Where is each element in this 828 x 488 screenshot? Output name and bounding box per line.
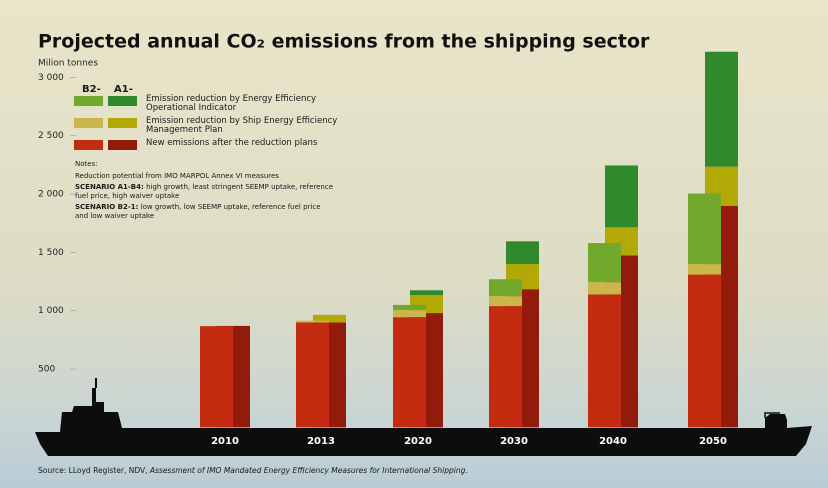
source: Source: LLoyd Register, NDV, Assessment …: [38, 466, 468, 475]
legend-row: Emission reduction by Energy Efficiency …: [74, 94, 374, 118]
bar-segment: [605, 165, 638, 228]
scenario-label: SCENARIO A1-B4:: [75, 183, 144, 191]
x-tick-label: 2050: [699, 436, 727, 447]
legend-swatch: [108, 140, 137, 150]
y-axis-label: Milion tonnes: [38, 59, 98, 69]
y-tick-label: 2 000: [38, 190, 64, 200]
y-tick-label: 1 000: [38, 306, 64, 316]
bar-segment: [688, 274, 721, 428]
legend-swatch: [74, 118, 103, 128]
bar-segment: [688, 264, 721, 275]
bar-segment: [393, 310, 426, 318]
y-tick-label: 3 000: [38, 73, 64, 83]
x-tick-label: 2040: [599, 436, 627, 447]
bar-segment: [410, 290, 443, 295]
bar-segment: [588, 282, 621, 295]
legend-label: New emissions after the reduction plans: [146, 138, 318, 148]
bar-segment: [588, 243, 621, 283]
x-tick-label: 2020: [404, 436, 432, 447]
scenario-text: high growth, least stringent SEEMP uptak…: [75, 183, 333, 200]
legend-swatch: [108, 118, 137, 128]
scenario-text: low growth, low SEEMP uptake, reference …: [75, 203, 321, 220]
legend-swatch: [74, 96, 103, 106]
bar-segment: [705, 51, 738, 167]
bar-segment: [489, 306, 522, 428]
bar-segment: [296, 320, 329, 323]
x-tick-label: 2030: [500, 436, 528, 447]
scenario-note: SCENARIO B2-1: low growth, low SEEMP upt…: [75, 203, 335, 220]
legend-row: New emissions after the reduction plans: [74, 138, 374, 162]
bar-segment: [393, 317, 426, 428]
bar-segment: [393, 304, 426, 311]
bar-segment: [506, 241, 539, 265]
chart-title: Projected annual CO₂ emissions from the …: [38, 31, 650, 53]
y-tick-label: 2 500: [38, 131, 64, 141]
legend-swatch: [108, 96, 137, 106]
scenario-label: SCENARIO B2-1:: [75, 203, 139, 211]
bar-segment: [296, 322, 329, 428]
y-tick-label: 1 500: [38, 248, 64, 258]
notes-heading: Notes:: [75, 160, 98, 168]
ship-crane: [764, 412, 780, 418]
legend-label: Emission reduction by Energy Efficiency …: [146, 94, 317, 113]
y-tick-label: 500: [38, 365, 55, 375]
bar-segment: [688, 193, 721, 265]
bar-segment: [588, 294, 621, 428]
legend-swatch: [74, 140, 103, 150]
bar-segment: [313, 314, 346, 323]
source-title: Assessment of IMO Mandated Energy Effici…: [149, 466, 468, 475]
x-tick-label: 2010: [211, 436, 239, 447]
notes-line: Reduction potential from IMO MARPOL Anne…: [75, 171, 279, 180]
bar-segment: [489, 296, 522, 307]
legend-label: Emission reduction by Ship Energy Effici…: [146, 116, 338, 135]
bar-segment: [200, 326, 233, 428]
scenario-note: SCENARIO A1-B4: high growth, least strin…: [75, 183, 335, 200]
ship-silhouette: [35, 388, 812, 456]
x-tick-label: 2013: [307, 436, 335, 447]
bar-segment: [489, 279, 522, 297]
source-prefix: Source: LLoyd Register, NDV,: [38, 466, 148, 475]
notes: Notes: Reduction potential from IMO MARP…: [75, 160, 335, 223]
legend-row: Emission reduction by Ship Energy Effici…: [74, 116, 374, 140]
